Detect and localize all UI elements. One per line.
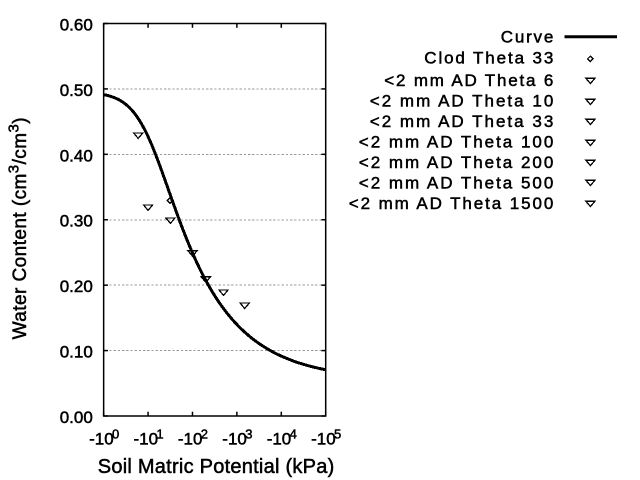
svg-text:-10: -10 <box>311 430 336 449</box>
svg-text:-10: -10 <box>222 430 247 449</box>
svg-text:2: 2 <box>201 427 208 442</box>
svg-text:0.50: 0.50 <box>60 81 93 100</box>
svg-text:-10: -10 <box>134 430 159 449</box>
svg-text:0.60: 0.60 <box>60 16 93 35</box>
svg-text:Clod Theta 33: Clod Theta 33 <box>424 49 553 68</box>
svg-text:-10: -10 <box>267 430 292 449</box>
svg-text:4: 4 <box>290 427 297 442</box>
svg-text:Water Content (cm3/cm3): Water Content (cm3/cm3) <box>5 117 31 339</box>
svg-text:<2 mm AD Theta 10: <2 mm AD Theta 10 <box>370 92 554 111</box>
svg-text:-10: -10 <box>178 430 203 449</box>
svg-text:0.40: 0.40 <box>60 146 93 165</box>
svg-text:0.20: 0.20 <box>60 277 93 296</box>
svg-text:3: 3 <box>245 427 252 442</box>
svg-text:0: 0 <box>112 427 119 442</box>
svg-text:<2 mm AD Theta 100: <2 mm AD Theta 100 <box>359 133 554 152</box>
svg-text:<2 mm AD Theta 6: <2 mm AD Theta 6 <box>384 71 553 90</box>
svg-text:<2 mm AD Theta 33: <2 mm AD Theta 33 <box>370 112 554 131</box>
svg-text:1: 1 <box>156 427 163 442</box>
svg-text:0.00: 0.00 <box>60 408 93 427</box>
svg-text:Soil Matric Potential (kPa): Soil Matric Potential (kPa) <box>98 456 335 478</box>
svg-text:5: 5 <box>334 427 341 442</box>
svg-text:<2 mm AD Theta 200: <2 mm AD Theta 200 <box>359 153 554 172</box>
svg-text:-10: -10 <box>89 430 114 449</box>
svg-text:<2 mm AD Theta 1500: <2 mm AD Theta 1500 <box>349 194 554 213</box>
svg-text:Curve: Curve <box>501 28 554 47</box>
svg-text:0.30: 0.30 <box>60 212 93 231</box>
svg-text:0.10: 0.10 <box>60 343 93 362</box>
svg-text:<2 mm AD Theta 500: <2 mm AD Theta 500 <box>359 173 554 192</box>
